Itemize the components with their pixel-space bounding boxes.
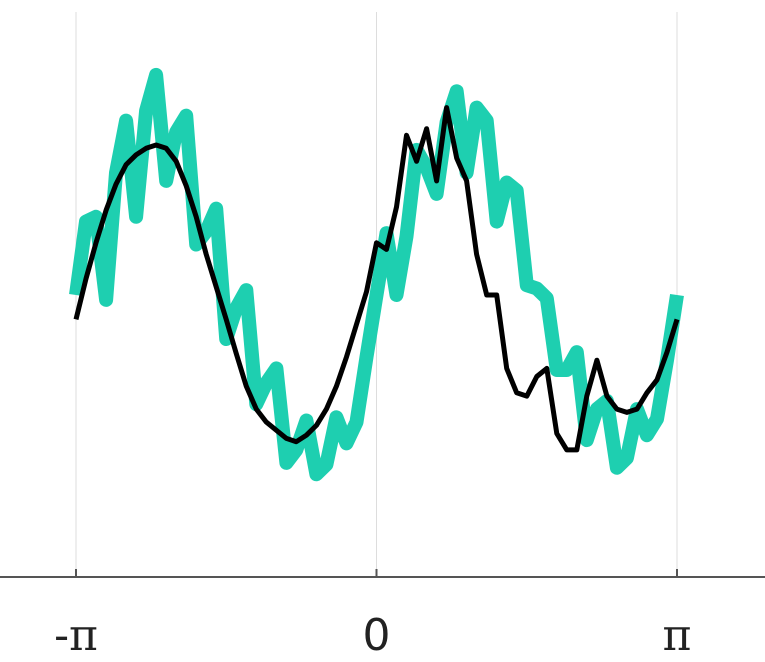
x-axis-ticks: -π 0 π (54, 569, 691, 661)
x-tick-label: -π (54, 610, 98, 661)
x-tick-label: 0 (363, 610, 391, 661)
series-line-1 (69, 67, 684, 482)
series-line-2 (73, 105, 680, 453)
series-layer (69, 67, 684, 482)
x-tick-label: π (663, 610, 692, 661)
